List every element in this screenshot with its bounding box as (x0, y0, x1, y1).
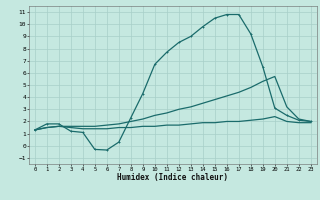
X-axis label: Humidex (Indice chaleur): Humidex (Indice chaleur) (117, 173, 228, 182)
